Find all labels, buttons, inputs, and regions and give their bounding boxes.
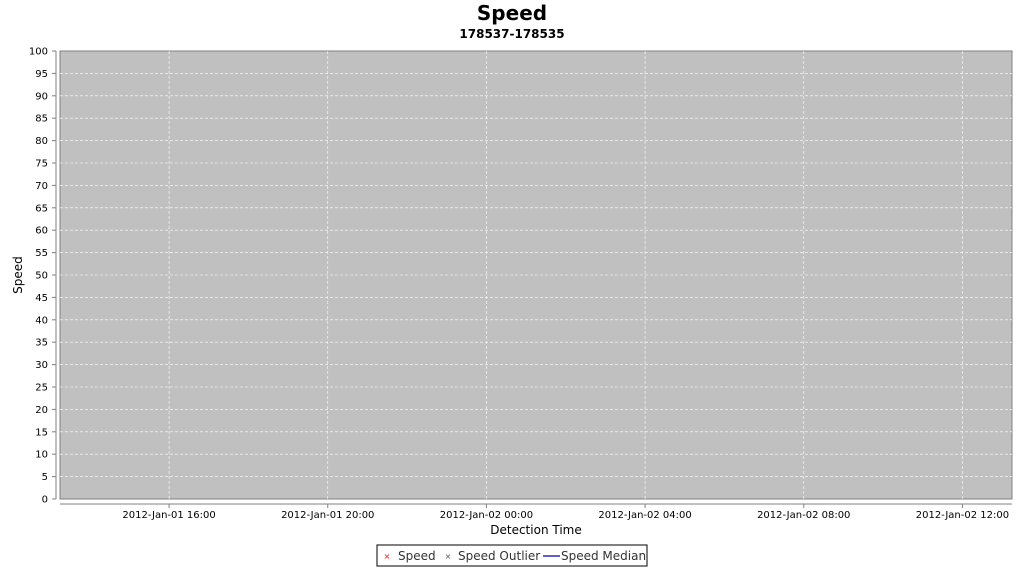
y-tick-label: 90: [35, 91, 48, 102]
y-tick-label: 5: [42, 472, 48, 483]
y-axis-label: Speed: [11, 256, 25, 294]
x-tick-label: 2012-Jan-02 08:00: [757, 510, 850, 521]
chart-title: Speed: [477, 1, 547, 25]
y-tick-label: 55: [35, 248, 48, 259]
x-tick-label: 2012-Jan-02 12:00: [916, 510, 1009, 521]
y-tick-label: 65: [35, 203, 48, 214]
y-tick-label: 95: [35, 69, 48, 80]
y-tick-label: 20: [35, 405, 48, 416]
legend-item-speed-median: Speed Median: [543, 549, 646, 563]
x-tick-label: 2012-Jan-01 20:00: [281, 510, 374, 521]
y-tick-label: 75: [35, 159, 48, 170]
x-tick-label: 2012-Jan-02 00:00: [440, 510, 533, 521]
y-tick-label: 10: [35, 450, 48, 461]
chart-subtitle: 178537-178535: [459, 27, 564, 41]
y-tick-label: 60: [35, 226, 48, 237]
legend-item-speed-outlier: × Speed Outlier: [445, 549, 541, 563]
y-tick-label: 80: [35, 136, 48, 147]
x-tick-label: 2012-Jan-01 16:00: [122, 510, 215, 521]
y-tick-label: 45: [35, 293, 48, 304]
x-tick-label: 2012-Jan-02 04:00: [598, 510, 691, 521]
y-axis-ticks: 0 5 10 15 20 25 30 35 40 45 50 55 60 65 70 75 80 85 90 95 10…: [29, 47, 56, 506]
y-tick-label: 30: [35, 360, 48, 371]
legend: × Speed × Speed Outlier Speed Median: [376, 544, 648, 567]
y-tick-label: 40: [35, 315, 48, 326]
y-tick-label: 15: [35, 427, 48, 438]
y-tick-label: 70: [35, 181, 48, 192]
y-tick-label: 100: [29, 47, 48, 58]
y-tick-label: 0: [42, 495, 48, 506]
legend-item-speed: × Speed: [384, 549, 436, 563]
y-gridlines: [60, 73, 1012, 477]
legend-label-speed-outlier: Speed Outlier: [458, 549, 540, 563]
x-axis-ticks: 2012-Jan-01 16:00 2012-Jan-01 20:00 2012-J…: [122, 504, 1009, 521]
y-tick-label: 25: [35, 383, 48, 394]
speed-marker-icon: ×: [384, 552, 391, 561]
legend-label-speed: Speed: [398, 549, 436, 563]
y-tick-label: 35: [35, 338, 48, 349]
legend-label-speed-median: Speed Median: [561, 549, 646, 563]
y-tick-label: 85: [35, 114, 48, 125]
outlier-marker-icon: ×: [445, 552, 452, 561]
x-axis-label: Detection Time: [490, 523, 581, 537]
y-tick-label: 50: [35, 271, 48, 282]
legend-box: [376, 544, 648, 567]
